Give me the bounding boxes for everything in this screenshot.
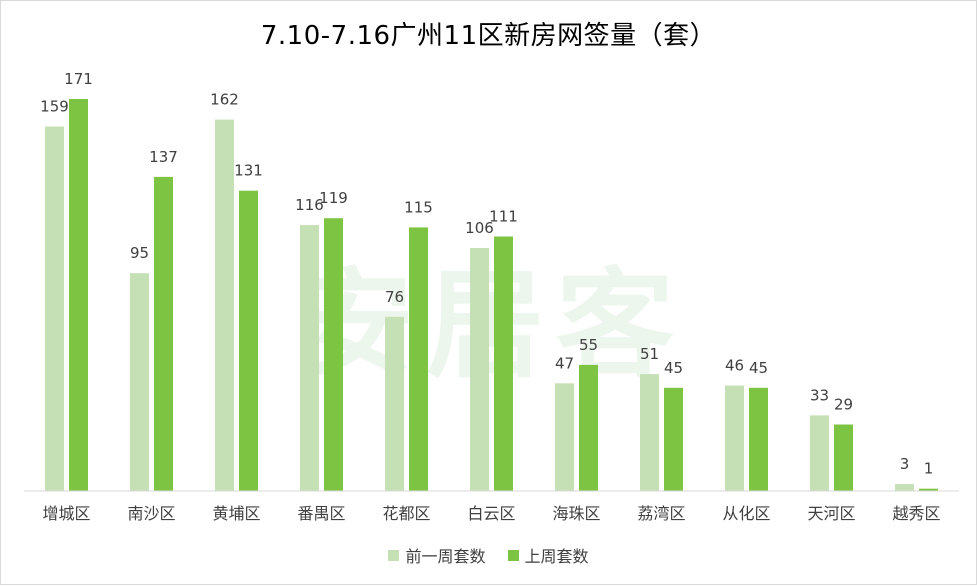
data-label-prev-week-5: 106 xyxy=(465,219,494,237)
data-label-prev-week-10: 3 xyxy=(900,455,910,473)
data-label-last-week-4: 115 xyxy=(404,198,433,216)
x-tick-label-0: 增城区 xyxy=(42,504,90,523)
data-label-prev-week-7: 51 xyxy=(640,345,659,363)
data-label-prev-week-6: 47 xyxy=(555,354,574,372)
bar-prev-week-7 xyxy=(640,374,659,491)
bar-prev-week-5 xyxy=(470,248,489,491)
bar-last-week-9 xyxy=(834,424,853,491)
legend-item-prev-week: 前一周套数 xyxy=(388,543,486,567)
data-label-last-week-5: 111 xyxy=(489,208,518,226)
data-label-last-week-3: 119 xyxy=(319,189,348,207)
bar-prev-week-9 xyxy=(810,415,829,491)
legend: 前一周套数 上周套数 xyxy=(1,543,976,567)
bar-last-week-8 xyxy=(749,387,768,491)
x-tick-label-2: 黄埔区 xyxy=(212,504,260,523)
bar-last-week-5 xyxy=(494,236,513,491)
data-label-last-week-8: 45 xyxy=(749,359,768,377)
bar-last-week-0 xyxy=(69,99,88,491)
data-label-last-week-2: 131 xyxy=(234,162,263,180)
bar-last-week-2 xyxy=(239,190,258,491)
bar-prev-week-2 xyxy=(215,119,234,491)
bar-prev-week-3 xyxy=(300,225,319,491)
data-label-last-week-1: 137 xyxy=(149,148,178,166)
data-label-last-week-10: 1 xyxy=(924,460,934,478)
data-label-last-week-6: 55 xyxy=(579,336,598,354)
data-label-last-week-0: 171 xyxy=(64,70,93,88)
legend-swatch-prev-week xyxy=(388,549,400,561)
x-tick-label-7: 荔湾区 xyxy=(637,504,685,523)
legend-label-prev-week: 前一周套数 xyxy=(405,547,486,566)
bar-prev-week-0 xyxy=(45,126,64,491)
data-label-prev-week-2: 162 xyxy=(210,91,239,109)
bar-last-week-4 xyxy=(409,227,428,491)
x-tick-label-6: 海珠区 xyxy=(552,504,600,523)
x-tick-label-9: 天河区 xyxy=(807,504,855,523)
x-tick-label-3: 番禺区 xyxy=(297,504,345,523)
data-label-prev-week-3: 116 xyxy=(295,196,324,214)
data-label-prev-week-0: 159 xyxy=(40,98,69,116)
x-tick-label-1: 南沙区 xyxy=(127,504,175,523)
watermark: 安居客 xyxy=(296,256,686,394)
bar-last-week-3 xyxy=(324,218,343,491)
x-tick-label-10: 越秀区 xyxy=(892,504,940,523)
x-tick-label-5: 白云区 xyxy=(467,504,515,523)
data-label-last-week-9: 29 xyxy=(834,396,853,414)
bar-last-week-6 xyxy=(579,364,598,491)
bar-prev-week-8 xyxy=(725,385,744,491)
data-label-prev-week-4: 76 xyxy=(385,288,404,306)
bar-prev-week-1 xyxy=(130,273,149,491)
legend-label-last-week: 上周套数 xyxy=(524,547,589,566)
bar-last-week-10 xyxy=(919,488,938,491)
x-tick-label-4: 花都区 xyxy=(382,504,430,523)
data-label-prev-week-1: 95 xyxy=(130,244,149,262)
data-label-prev-week-9: 33 xyxy=(810,386,829,404)
legend-item-last-week: 上周套数 xyxy=(507,543,589,567)
bar-prev-week-10 xyxy=(895,484,914,491)
x-tick-label-8: 从化区 xyxy=(722,504,770,523)
legend-swatch-last-week xyxy=(507,549,519,561)
chart-title: 7.10-7.16广州11区新房网签量（套） xyxy=(260,21,717,51)
data-label-last-week-7: 45 xyxy=(664,359,683,377)
data-label-prev-week-8: 46 xyxy=(725,357,744,375)
bar-prev-week-4 xyxy=(385,316,404,491)
bar-last-week-1 xyxy=(154,176,173,491)
bar-prev-week-6 xyxy=(555,383,574,491)
bar-last-week-7 xyxy=(664,387,683,491)
